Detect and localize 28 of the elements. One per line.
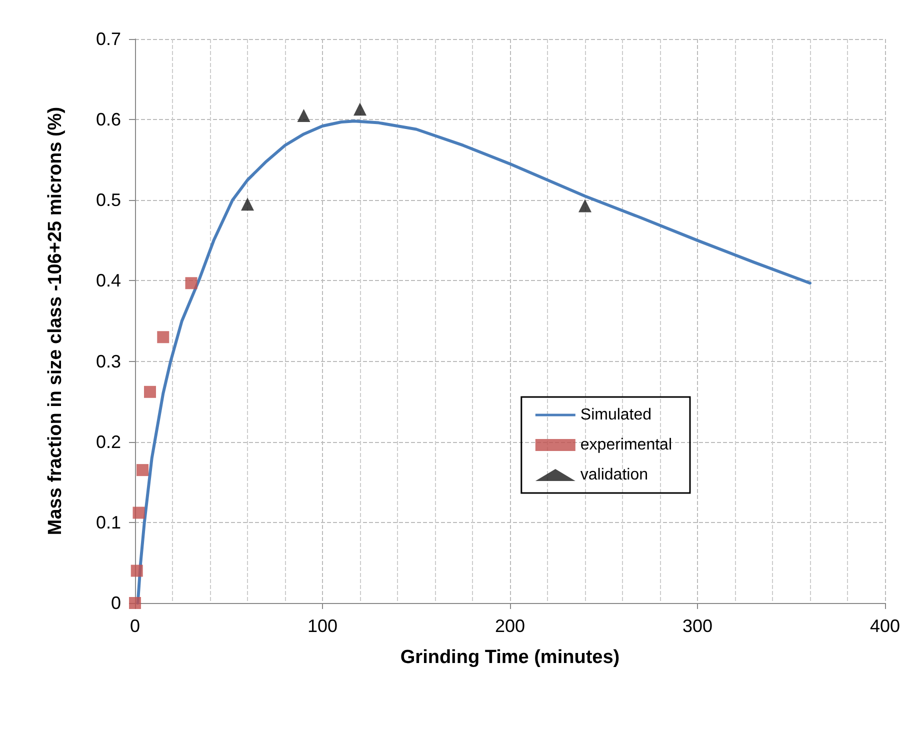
point xyxy=(354,102,366,116)
legend-label: experimental xyxy=(580,436,672,454)
y-tick-label: 0.7 xyxy=(96,29,121,49)
x-tick-label: 100 xyxy=(307,616,338,636)
y-tick-label: 0.5 xyxy=(96,190,121,210)
legend-label: Simulated xyxy=(580,406,652,424)
point xyxy=(130,564,143,577)
legend-label: validation xyxy=(580,466,648,484)
point xyxy=(185,277,198,290)
point xyxy=(132,506,145,519)
y-tick-label: 0.1 xyxy=(96,512,121,532)
y-tick-label: 0.4 xyxy=(96,270,121,291)
y-tick-label: 0.3 xyxy=(96,351,121,372)
y-axis-title: Mass fraction in size class -106+25 microns (%) xyxy=(45,106,66,536)
y-tick-label: 0 xyxy=(110,593,121,613)
point xyxy=(144,386,156,398)
point xyxy=(136,464,148,476)
x-tick-label: 400 xyxy=(870,616,900,636)
x-tick-label: 0 xyxy=(130,616,140,636)
y-tick-label: 0.2 xyxy=(96,432,121,452)
x-tick-label: 300 xyxy=(682,616,713,636)
point xyxy=(241,198,254,211)
point xyxy=(578,199,592,212)
x-tick-label: 200 xyxy=(494,616,526,636)
point xyxy=(157,331,170,344)
point xyxy=(297,109,310,122)
x-axis-title: Grinding Time (minutes) xyxy=(400,647,620,668)
y-tick-label: 0.6 xyxy=(96,110,121,130)
